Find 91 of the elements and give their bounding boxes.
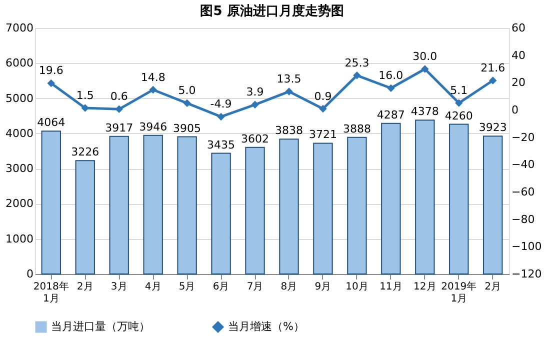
data-label: 30.0 (412, 50, 438, 63)
point (285, 88, 293, 96)
data-label: 3838 (274, 124, 303, 138)
data-label: 3226 (71, 146, 100, 159)
x-tick-label: 3月 (110, 282, 128, 292)
data-label: 1.5 (76, 88, 94, 102)
x-tick-label: 11月 (380, 282, 402, 292)
data-label: 14.8 (140, 70, 166, 84)
x-tick-label: 8月 (280, 282, 298, 292)
data-label: 3905 (173, 122, 202, 135)
data-label: 25.3 (344, 56, 370, 70)
y2-tick-label: 60 (512, 22, 526, 34)
data-label: -4.9 (210, 98, 232, 111)
data-label: 5.1 (450, 84, 468, 98)
point (488, 76, 497, 84)
point (319, 104, 327, 113)
bar (245, 146, 265, 274)
bar (75, 160, 95, 274)
bar (483, 136, 503, 274)
bar (109, 136, 129, 274)
data-label: 21.6 (480, 61, 506, 74)
x-tick-label: 2月 (484, 282, 502, 292)
data-label: 13.5 (276, 72, 302, 86)
data-label: 3435 (207, 138, 236, 152)
data-label: 3923 (478, 121, 507, 134)
x-tick-label: 2018年 1月 (33, 280, 69, 304)
bar (381, 122, 401, 274)
point (183, 99, 191, 108)
y2-tick-label: 40 (512, 48, 526, 62)
y-tick-label: 0 (26, 268, 34, 280)
y2-tick-label: 0 (512, 104, 518, 116)
bar (347, 136, 367, 274)
y-tick-label: 1000 (6, 232, 34, 246)
point (353, 72, 361, 80)
bar (415, 120, 435, 274)
chart-title: 图5 原油进口月度走势图 (200, 3, 344, 19)
data-label: 3917 (105, 121, 134, 134)
data-label: 3721 (308, 128, 337, 142)
bar (143, 134, 163, 274)
data-label: 4378 (410, 105, 439, 118)
y2-tick-label: −120 (512, 268, 542, 280)
x-tick-label: 9月 (314, 282, 332, 292)
y2-tick-label: −100 (512, 240, 542, 254)
x-tick-label: 2月 (76, 282, 94, 292)
point (421, 65, 429, 73)
y-tick-label: 2000 (6, 197, 34, 210)
point (81, 104, 89, 112)
bar (313, 142, 333, 274)
point (455, 99, 463, 107)
bar (449, 124, 469, 274)
y2-tick-label: −80 (512, 212, 535, 226)
data-label: 5.0 (178, 84, 196, 98)
y2-tick-label: 20 (512, 76, 526, 90)
data-label: 4287 (376, 108, 405, 122)
x-tick-label: 6月 (212, 282, 230, 292)
y-tick-label: 3000 (6, 162, 34, 176)
y-tick-label: 5000 (6, 92, 34, 105)
x-tick-label: 2019年 1月 (441, 280, 477, 304)
data-label: 0.9 (314, 90, 332, 103)
data-label: 19.6 (38, 64, 64, 78)
bar (211, 152, 231, 274)
y2-tick-label: −40 (512, 158, 535, 172)
x-tick-label: 4月 (144, 282, 162, 292)
data-label: 3602 (241, 132, 270, 146)
bar (279, 138, 299, 274)
data-label: 3946 (139, 120, 168, 134)
y-tick-label: 7000 (6, 22, 34, 34)
x-tick-label: 12月 (414, 282, 436, 292)
point (387, 84, 395, 92)
bar (177, 136, 197, 274)
point (47, 79, 56, 88)
point (251, 100, 259, 109)
point (149, 86, 157, 94)
y-tick-label: 6000 (6, 56, 34, 70)
x-tick-label: 5月 (178, 282, 196, 292)
data-label: 16.0 (378, 69, 404, 82)
data-label: 0.6 (110, 90, 128, 104)
data-label: 3888 (342, 122, 371, 136)
point (115, 105, 123, 114)
data-label: 3.9 (246, 86, 264, 99)
point (217, 112, 225, 121)
legend-label: 当月增速（%） (228, 320, 304, 333)
bar (41, 130, 61, 274)
data-label: 4260 (444, 109, 473, 122)
x-tick-label: 7月 (246, 282, 264, 292)
x-tick-label: 10月 (346, 282, 368, 292)
y-tick-label: 4000 (6, 126, 34, 140)
y2-tick-label: −60 (512, 186, 535, 198)
y2-tick-label: −20 (512, 130, 535, 144)
legend-label: 当月进口量（万吨） (51, 320, 150, 333)
data-label: 4064 (37, 116, 66, 130)
